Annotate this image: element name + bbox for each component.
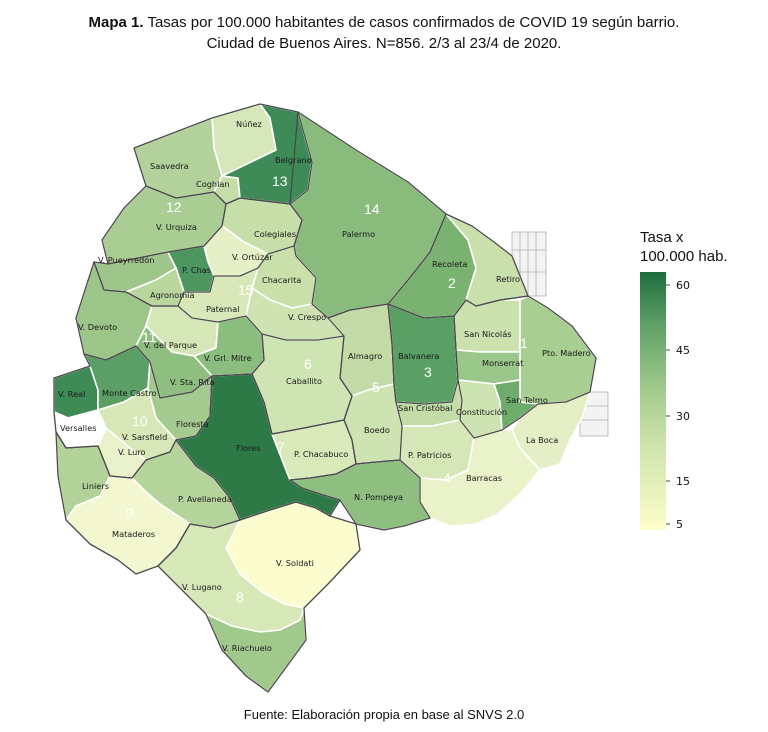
barrio-label-v-sta-rita: V. Sta. Rita — [170, 377, 215, 387]
comuna-number-9: 9 — [126, 505, 134, 521]
barrio-label-colegiales: Colegiales — [254, 229, 296, 239]
barrio-label-palermo: Palermo — [342, 229, 375, 239]
barrio-label-paternal: Paternal — [206, 304, 240, 314]
barrio-label-v-devoto: V. Devoto — [78, 322, 117, 332]
barrio-label-floresta: Floresta — [176, 419, 209, 429]
barrio-label-san-telmo: San Telmo — [506, 395, 548, 405]
comuna-number-8: 8 — [236, 589, 244, 605]
barrio-label-coghlan: Coghlan — [196, 179, 230, 189]
comuna-number-10: 10 — [132, 413, 148, 429]
barrio-label-n-pompeya: N. Pompeya — [354, 492, 403, 502]
barrio-label-v-luro: V. Luro — [118, 447, 146, 457]
comuna-number-2: 2 — [448, 275, 456, 291]
barrio-san-nicolas — [453, 299, 521, 353]
comuna-border-13 — [55, 431, 241, 575]
barrio-label-v-crespo: V. Crespo — [288, 312, 326, 322]
map-title: Mapa 1. Tasas por 100.000 habitantes de … — [0, 12, 768, 54]
comuna-border-8 — [387, 303, 459, 405]
barrio-label-nunez: Núñez — [236, 119, 262, 129]
source-note: Fuente: Elaboración propia en base al SN… — [243, 707, 525, 722]
barrio-label-v-riachuelo: V. Riachuelo — [222, 643, 272, 653]
barrio-label-barracas: Barracas — [466, 473, 502, 483]
barrio-label-agronomia: Agronomía — [150, 290, 194, 300]
barrio-label-balvanera: Balvanera — [398, 351, 439, 361]
comuna-number-11: 11 — [142, 329, 157, 345]
comuna-number-3: 3 — [424, 364, 432, 380]
comuna-border-14 — [157, 501, 361, 693]
barrio-label-belgrano: Belgrano — [275, 155, 312, 165]
barrio-label-boedo: Boedo — [364, 425, 390, 435]
barrio-label-san-cristobal: San Cristóbal — [398, 403, 452, 413]
legend-tick-label: 15 — [676, 475, 690, 488]
barrio-label-liniers: Liniers — [82, 481, 109, 491]
legend-tick-label: 45 — [676, 344, 690, 357]
comuna-number-6: 6 — [304, 356, 312, 372]
port-docks — [511, 231, 609, 437]
barrio-label-chacarita: Chacarita — [262, 275, 301, 285]
barrio-polygons — [53, 103, 597, 693]
comuna-number-1: 1 — [520, 335, 528, 351]
map-title-bold: Mapa 1. — [88, 14, 144, 31]
barrio-label-p-chacabuco: P. Chacabuco — [294, 449, 348, 459]
barrio-label-retiro: Retiro — [496, 274, 520, 284]
comuna-number-15: 15 — [238, 282, 254, 298]
legend-tick-label: 30 — [676, 410, 690, 423]
barrio-label-p-chas: P. Chas — [182, 265, 211, 275]
barrio-label-v-del-parque: V. del Parque — [144, 340, 197, 350]
legend-tick-label: 5 — [676, 518, 683, 531]
barrio-label-v-urquiza: V. Urquiza — [156, 222, 197, 232]
barrio-label-san-nicolas: San Nicolás — [464, 329, 511, 339]
barrio-label-monserrat: Monserrat — [482, 358, 524, 368]
barrio-label-v-pueyrredon: V. Pueyrredón — [98, 255, 154, 265]
barrio-label-constitucion: Constitución — [456, 407, 507, 417]
barrio-label-p-avellaneda: P. Avellaneda — [178, 494, 232, 504]
legend-tick-label: 60 — [676, 279, 690, 292]
comuna-number-13: 13 — [272, 173, 288, 189]
legend-title: Tasa x 100.000 hab. — [640, 228, 728, 266]
comuna-border-6 — [453, 295, 597, 439]
barrio-label-saavedra: Saavedra — [150, 161, 189, 171]
barrio-label-versalles: Versalles — [60, 423, 97, 433]
barrio-label-caballito: Caballito — [286, 376, 322, 386]
barrio-label-p-patricios: P. Patricios — [408, 450, 451, 460]
comuna-borders — [53, 103, 597, 693]
barrio-label-pto-madero: Pto. Madero — [542, 348, 591, 358]
barrio-barracas — [419, 429, 541, 527]
barrio-label-v-grl-mitre: V. Grl. Mitre — [204, 353, 252, 363]
comuna-border-4 — [93, 197, 303, 307]
barrio-label-flores: Flores — [236, 443, 260, 453]
barrio-label-almagro: Almagro — [348, 351, 382, 361]
legend-title-line2: 100.000 hab. — [640, 248, 728, 265]
barrio-label-monte-castro: Monte Castro — [102, 388, 157, 398]
legend-color-bar — [640, 272, 666, 530]
legend-title-line1: Tasa x — [640, 229, 684, 246]
map-title-line2: Ciudad de Buenos Aires. N=856. 2/3 al 23… — [206, 35, 562, 52]
barrio-label-v-ortuzar: V. Ortúzar — [232, 252, 273, 262]
map-title-line1: Tasas por 100.000 habitantes de casos co… — [143, 14, 680, 31]
barrio-labels: Núñez Saavedra Coghlan Belgrano V. Urquiza Co… — [58, 119, 591, 653]
barrio-label-v-soldati: V. Soldati — [276, 558, 314, 568]
barrio-label-la-boca: La Boca — [526, 435, 558, 445]
barrio-label-v-sarsfield: V. Sarsfield — [122, 432, 167, 442]
barrio-label-recoleta: Recoleta — [432, 259, 467, 269]
comuna-number-12: 12 — [166, 199, 182, 215]
barrio-label-v-lugano: V. Lugano — [182, 582, 222, 592]
comuna-border-15 — [289, 459, 431, 531]
legend-ticks: 60 45 30 15 5 — [666, 279, 690, 531]
comuna-number-5: 5 — [372, 379, 380, 395]
barrio-label-v-real: V. Real — [58, 389, 85, 399]
comuna-number-4: 4 — [443, 470, 451, 486]
comuna-number-7: 7 — [277, 439, 285, 455]
barrio-label-mataderos: Mataderos — [112, 529, 155, 539]
comuna-number-14: 14 — [364, 201, 380, 217]
